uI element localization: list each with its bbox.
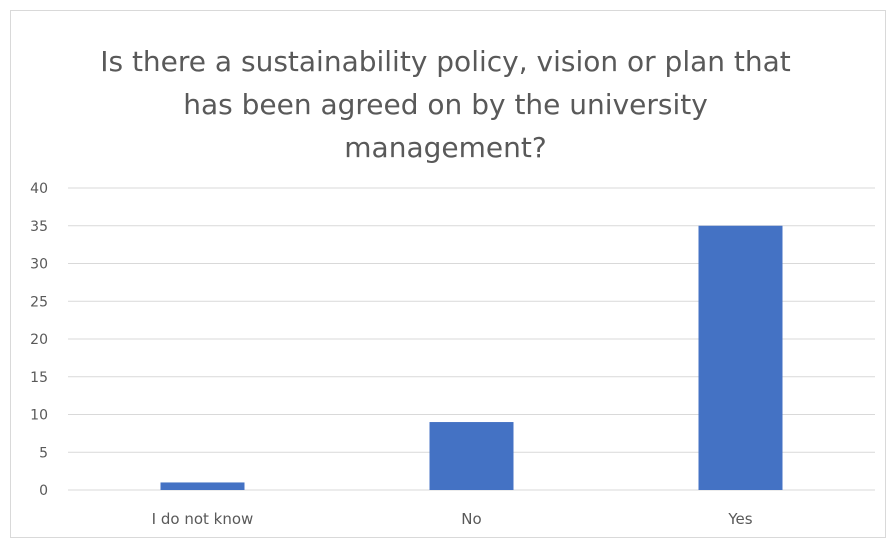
y-tick-label-5: 5 (39, 445, 48, 461)
y-tick-label-35: 35 (30, 219, 48, 235)
x-category-label-no: No (461, 510, 481, 528)
chart-title-line-2: has been agreed on by the university (183, 88, 708, 121)
chart-title: Is there a sustainability policy, vision… (0, 40, 891, 169)
y-tick-label-40: 40 (30, 181, 48, 197)
chart-title-line-3: management? (344, 131, 547, 164)
y-tick-label-15: 15 (30, 370, 48, 386)
chart-title-line-1: Is there a sustainability policy, vision… (100, 45, 791, 78)
x-category-label-i-do-not-know: I do not know (152, 510, 254, 528)
bar-no (429, 422, 514, 490)
y-tick-label-30: 30 (30, 257, 48, 273)
y-tick-label-10: 10 (30, 408, 48, 424)
bar-i-do-not-know (160, 482, 245, 490)
y-tick-label-25: 25 (30, 294, 48, 310)
x-category-label-yes: Yes (727, 510, 752, 528)
y-tick-label-20: 20 (30, 332, 48, 348)
bar-yes (698, 225, 783, 490)
y-tick-label-0: 0 (39, 483, 48, 499)
